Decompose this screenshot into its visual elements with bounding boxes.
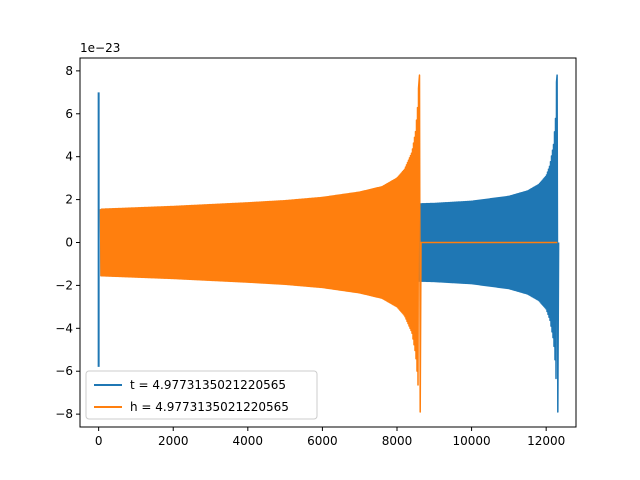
x-tick-label: 10000 [452, 434, 490, 448]
y-axis: 8 6 4 2 0 −2 −4 −6 −8 [55, 64, 80, 421]
x-tick-label: 4000 [233, 434, 264, 448]
y-tick-label: 2 [65, 193, 73, 207]
x-tick-label: 6000 [307, 434, 338, 448]
y-tick-label: 6 [65, 107, 73, 121]
y-tick-label: 4 [65, 150, 73, 164]
x-tick-label: 8000 [382, 434, 413, 448]
legend-label-t: t = 4.9773135021220565 [130, 378, 286, 392]
legend: t = 4.9773135021220565 h = 4.97731350212… [85, 370, 318, 420]
legend-label-h: h = 4.9773135021220565 [130, 400, 289, 414]
y-offset-label: 1e−23 [80, 41, 120, 55]
x-tick-label: 0 [95, 434, 103, 448]
series-line [99, 74, 422, 413]
y-tick-label: 8 [65, 64, 73, 78]
y-tick-label: −8 [55, 407, 73, 421]
y-tick-label: 0 [65, 236, 73, 250]
y-tick-label: −4 [55, 321, 73, 335]
y-tick-label: −6 [55, 364, 73, 378]
plot-area [97, 74, 560, 413]
legend-box [85, 370, 318, 420]
x-tick-label: 2000 [158, 434, 189, 448]
y-tick-label: −2 [55, 278, 73, 292]
x-axis: 0 2000 4000 6000 8000 10000 12000 [95, 427, 565, 448]
series-h [99, 74, 558, 413]
x-tick-label: 12000 [527, 434, 565, 448]
